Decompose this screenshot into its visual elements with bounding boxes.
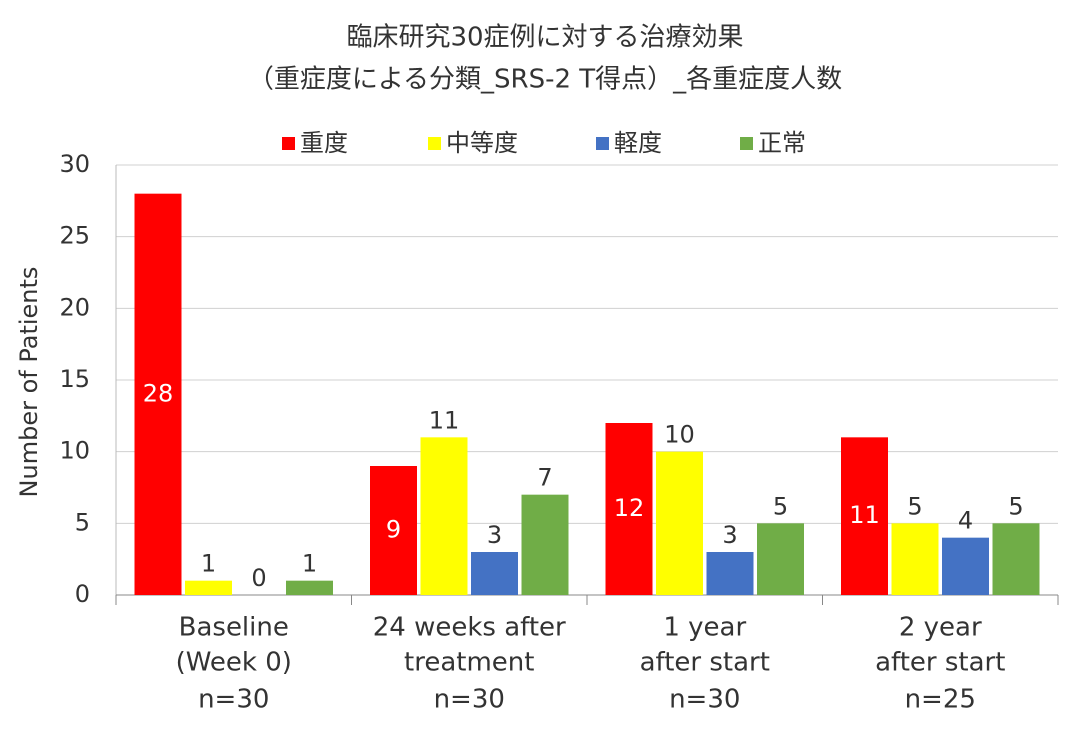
x-tick-label: (Week 0): [176, 648, 292, 678]
bar: [992, 523, 1040, 595]
data-label: 9: [386, 516, 401, 544]
legend-label: 軽度: [614, 129, 662, 157]
data-label: 4: [958, 507, 973, 535]
bar: [942, 537, 989, 595]
data-label: 10: [664, 421, 695, 449]
chart-title: 臨床研究30症例に対する治療効果: [346, 23, 743, 53]
bar: [420, 437, 468, 595]
data-label: 11: [849, 501, 880, 529]
legend-label: 重度: [300, 129, 348, 157]
bar: [891, 523, 939, 595]
bar: [757, 523, 804, 595]
x-tick-label: n=25: [905, 685, 976, 715]
x-tick-label: n=30: [434, 685, 505, 715]
data-label: 11: [429, 406, 460, 434]
x-tick-label: after start: [875, 648, 1005, 678]
bar: [471, 552, 518, 595]
x-tick-label: treatment: [404, 648, 534, 678]
bar: [286, 580, 333, 595]
y-tick-label: 15: [59, 365, 90, 393]
y-tick-label: 25: [59, 222, 90, 250]
y-axis-label: Number of Patients: [15, 267, 43, 498]
x-tick-label: after start: [640, 648, 770, 678]
data-label: 5: [907, 492, 922, 520]
legend-swatch: [428, 137, 441, 150]
y-tick-label: 20: [59, 293, 90, 321]
bar: [656, 451, 703, 595]
legend-label: 中等度: [446, 129, 518, 157]
bar: [370, 466, 417, 595]
data-label: 3: [722, 521, 737, 549]
x-tick-label: Baseline: [179, 613, 289, 643]
data-label: 5: [1008, 492, 1023, 520]
bar: [605, 423, 653, 595]
y-tick-label: 5: [75, 508, 90, 536]
data-label: 28: [143, 379, 174, 407]
bar: [706, 552, 754, 595]
data-label: 1: [201, 550, 216, 578]
data-label: 3: [487, 521, 502, 549]
legend-swatch: [740, 137, 753, 150]
bar: [521, 494, 569, 595]
y-tick-label: 0: [75, 580, 90, 608]
chart-title: （重症度による分類_SRS-2 T得点）_各重症度人数: [248, 65, 842, 95]
data-label: 1: [302, 550, 317, 578]
data-label: 12: [614, 494, 645, 522]
bar: [185, 580, 232, 595]
x-tick-label: 24 weeks after: [373, 613, 566, 643]
legend-swatch: [282, 137, 295, 150]
data-label: 0: [251, 564, 266, 592]
x-tick-label: n=30: [198, 685, 269, 715]
bar: [134, 193, 182, 595]
legend-label: 正常: [758, 129, 806, 157]
legend-swatch: [596, 137, 609, 150]
bar: [841, 437, 888, 595]
data-label: 7: [537, 464, 552, 492]
y-tick-label: 30: [59, 150, 90, 178]
y-tick-label: 10: [59, 437, 90, 465]
x-tick-label: 1 year: [663, 613, 746, 643]
data-label: 5: [773, 492, 788, 520]
x-tick-label: n=30: [669, 685, 740, 715]
x-tick-label: 2 year: [899, 613, 982, 643]
